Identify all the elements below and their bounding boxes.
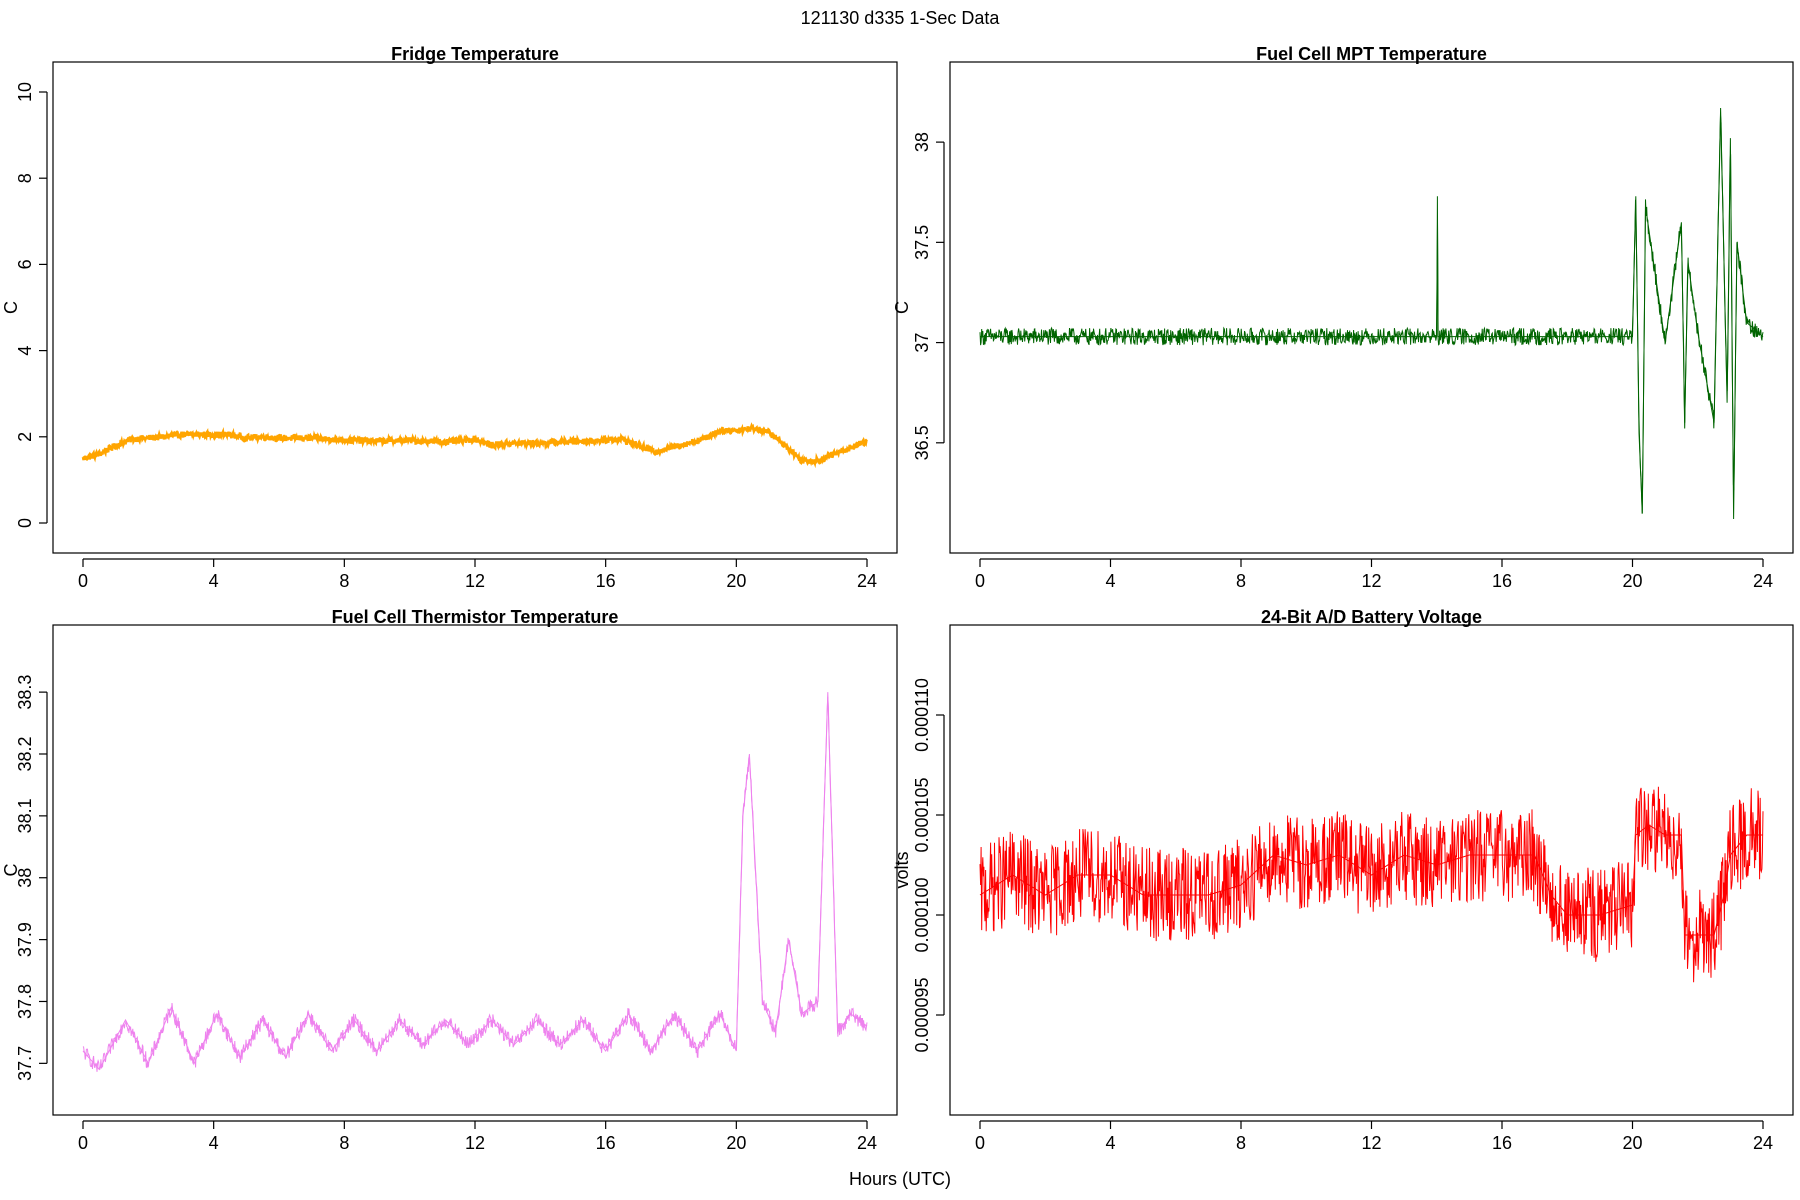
y-tick-label: 37.9	[15, 922, 35, 957]
x-tick-label: 12	[1361, 571, 1381, 591]
x-tick-label: 24	[857, 571, 877, 591]
panel-title: 24-Bit A/D Battery Voltage	[1261, 607, 1482, 627]
series-trend	[980, 107, 1764, 520]
y-tick-label: 37.8	[15, 984, 35, 1019]
x-tick-label: 20	[1622, 1133, 1642, 1153]
panel-title: Fuel Cell Thermistor Temperature	[332, 607, 619, 627]
panel-3: Fuel Cell Thermistor Temperature 0 4 8 12 16 2…	[1, 607, 898, 1153]
y-tick-label: 38.3	[15, 675, 35, 710]
y-tick-label: 0.000100	[912, 877, 932, 952]
y-tick-label: 6	[15, 259, 35, 269]
y-tick-label: 4	[15, 346, 35, 356]
x-tick-label: 12	[465, 571, 485, 591]
figure-title: 121130 d335 1-Sec Data	[801, 8, 1001, 28]
y-tick-label: 8	[15, 173, 35, 183]
series-trend	[82, 426, 868, 462]
y-tick-label: 38	[912, 132, 932, 152]
plot-frame	[52, 624, 898, 1116]
x-tick-label: 24	[1753, 571, 1773, 591]
plot-frame	[949, 624, 1794, 1116]
panel-2: Fuel Cell MPT Temperature 0 4 8 12 16 20 24 36.5…	[892, 44, 1794, 591]
panel-4: 24-Bit A/D Battery Voltage 0 4 8 12 16 20 24 0.0…	[892, 607, 1794, 1153]
series-line	[81, 422, 868, 469]
y-tick-label: 0	[15, 518, 35, 528]
y-tick-label: 38	[15, 868, 35, 888]
y-tick-label: 0.000110	[912, 678, 932, 752]
y-tick-label: 10	[15, 82, 35, 102]
y-tick-label: 37.7	[15, 1046, 35, 1081]
series-trend	[979, 824, 1763, 936]
figure-x-axis-title: Hours (UTC)	[849, 1169, 951, 1189]
series-line	[979, 115, 1764, 514]
y-axis-title: C	[892, 301, 912, 314]
panel-title: Fuel Cell MPT Temperature	[1256, 44, 1487, 64]
x-tick-label: 12	[465, 1133, 485, 1153]
y-axis-title: volts	[892, 851, 912, 888]
x-tick-label: 4	[209, 1133, 219, 1153]
x-tick-label: 0	[975, 1133, 985, 1153]
x-tick-label: 20	[726, 571, 746, 591]
x-tick-label: 12	[1361, 1133, 1381, 1153]
x-tick-label: 4	[1105, 1133, 1115, 1153]
x-tick-label: 16	[596, 571, 616, 591]
x-tick-label: 0	[78, 571, 88, 591]
x-tick-label: 16	[596, 1133, 616, 1153]
x-tick-label: 24	[857, 1133, 877, 1153]
panel-title: Fridge Temperature	[391, 44, 559, 64]
x-tick-label: 16	[1492, 571, 1512, 591]
y-tick-label: 0.000105	[912, 777, 932, 852]
series-line	[979, 786, 1764, 983]
y-tick-label: 38.1	[15, 798, 35, 833]
y-axis-title: C	[1, 864, 21, 877]
x-tick-label: 24	[1753, 1133, 1773, 1153]
x-tick-label: 0	[78, 1133, 88, 1153]
plot-frame	[949, 61, 1794, 554]
y-tick-label: 37	[912, 333, 932, 353]
series-line	[82, 696, 868, 1072]
x-tick-label: 4	[1105, 571, 1115, 591]
x-tick-label: 0	[975, 571, 985, 591]
y-tick-label: 0.000095	[912, 977, 932, 1052]
y-tick-label: 2	[15, 432, 35, 442]
y-tick-label: 38.2	[15, 736, 35, 771]
x-tick-label: 16	[1492, 1133, 1512, 1153]
x-tick-label: 4	[209, 571, 219, 591]
x-tick-label: 20	[1622, 571, 1642, 591]
x-tick-label: 20	[726, 1133, 746, 1153]
x-tick-label: 8	[339, 571, 349, 591]
plot-frame	[52, 61, 898, 554]
y-tick-label: 37.5	[912, 225, 932, 260]
x-tick-label: 8	[339, 1133, 349, 1153]
y-axis-title: C	[1, 301, 21, 314]
x-tick-label: 8	[1236, 571, 1246, 591]
y-tick-label: 36.5	[912, 425, 932, 460]
series-trend	[82, 692, 868, 1071]
x-tick-label: 8	[1236, 1133, 1246, 1153]
